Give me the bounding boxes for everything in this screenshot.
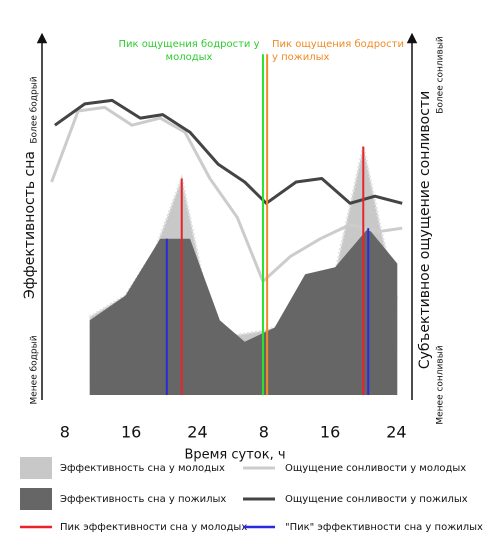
line [54, 98, 403, 205]
x-axis-label: Время суток, ч [184, 448, 285, 463]
y2-axis-label: Субъективное ощущение сонливости [417, 91, 433, 369]
legend-label: Пик эффективности сна у молодых [60, 522, 247, 533]
x-tick-label: 24 [187, 423, 207, 442]
x-tick-label: 8 [60, 423, 70, 442]
legend-label: "Пик" эффективности сна у пожилых [285, 522, 483, 533]
legend-label: Эффективность сна у пожилых [60, 494, 226, 505]
y2-bottom-label: Менее сонливый [436, 345, 446, 424]
x-tick-label: 16 [121, 423, 141, 442]
x-tick-label: 16 [320, 423, 340, 442]
y2-top-label: Более сонливый [436, 36, 446, 114]
legend-label: Ощущение сонливости у молодых [285, 463, 466, 474]
legend-swatch [20, 457, 52, 479]
x-tick-label: 24 [386, 423, 406, 442]
annotation: Пик ощущения бодрости у молодых [118, 39, 260, 63]
y-top-label: Более бодрый [30, 76, 40, 143]
legend-swatch [20, 488, 52, 510]
annotation: Пик ощущения бодрости у пожилых [272, 39, 404, 63]
area [89, 228, 398, 395]
legend-label: Эффективность сна у молодых [60, 463, 225, 474]
x-tick-label: 8 [259, 423, 269, 442]
y-axis-label: Эффективность сна [22, 151, 38, 299]
y-bottom-label: Менее бодрый [30, 335, 40, 404]
legend-label: Ощущение сонливости у пожилых [285, 494, 468, 505]
line [50, 105, 403, 283]
